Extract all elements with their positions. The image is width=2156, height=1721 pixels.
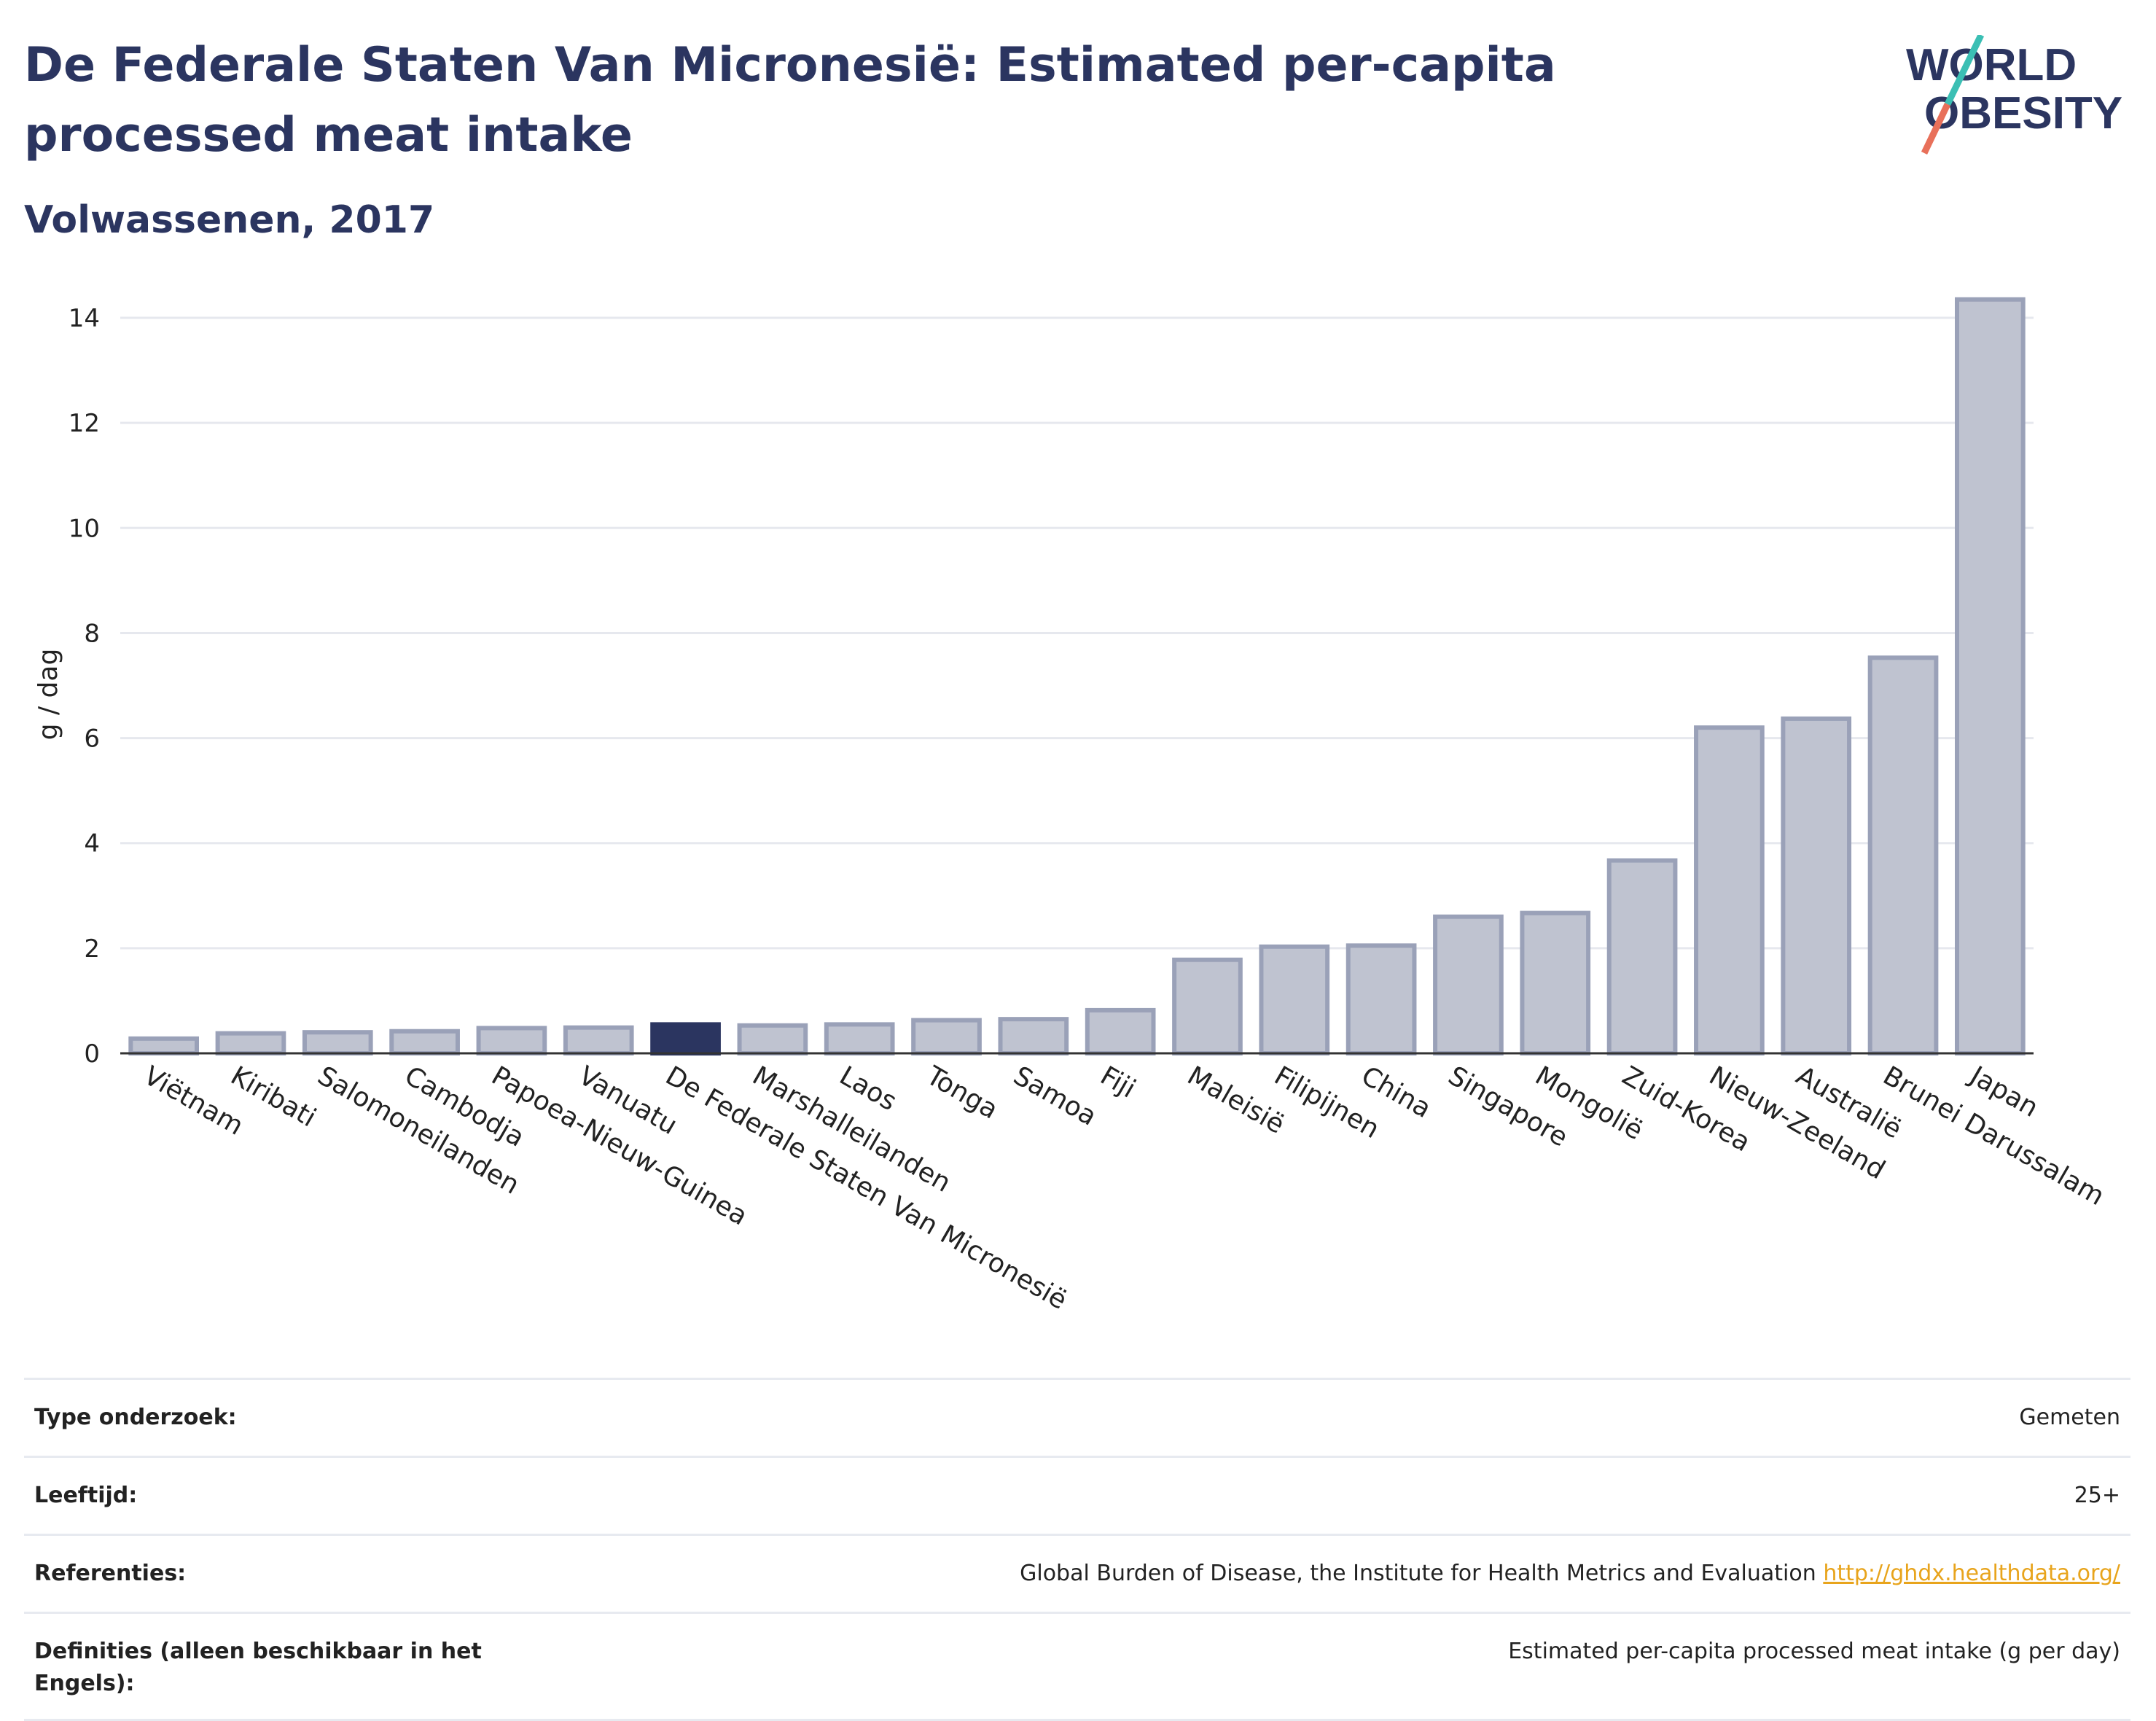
info-table: Type onderzoek: Gemeten Leeftijd: 25+ Re… [24,1378,2130,1721]
info-label: Type onderzoek: [34,1405,237,1430]
x-tick-label: Fiji [1095,1061,1141,1104]
bar [1781,716,1852,1056]
bar [1867,655,1939,1055]
y-tick-label: 0 [84,1039,100,1069]
logo-text-obesity: OBESITY [1924,88,2122,138]
y-tick-label: 4 [84,830,100,859]
bar [1345,943,1417,1055]
info-row-age: Leeftijd: 25+ [24,1456,2130,1534]
bar [1433,914,1504,1055]
y-tick-label: 14 [69,304,100,333]
y-tick-label: 10 [69,514,100,543]
info-row-references: Referenties: Global Burden of Disease, t… [24,1534,2130,1612]
bar [389,1029,460,1056]
info-label: Definities (alleen beschikbaar in het En… [34,1639,482,1696]
bar [650,1022,721,1055]
info-value: Estimated per-capita processed meat inta… [1508,1639,2120,1664]
y-tick-label: 6 [84,725,100,754]
bar [1085,1007,1156,1055]
bar [824,1022,895,1055]
info-value: Gemeten [2019,1405,2120,1430]
info-label: Leeftijd: [34,1483,138,1508]
x-tick-label: Viëtnam [138,1061,248,1142]
bar [1520,910,1591,1055]
x-tick-label: Samoa [1008,1061,1101,1132]
x-tick-label: Tonga [921,1061,1003,1125]
chart-subtitle: Volwassenen, 2017 [24,198,435,242]
bar [1259,944,1330,1056]
bar [1606,858,1678,1055]
x-tick-label: Maleisië [1182,1061,1289,1140]
reference-link[interactable]: http://ghdx.healthdata.org/ [1823,1561,2120,1586]
info-row-survey-type: Type onderzoek: Gemeten [24,1378,2130,1456]
bar [911,1018,982,1056]
bar [1955,297,2026,1056]
logo-slash-bottom [1921,103,1951,155]
bar [563,1025,634,1055]
y-tick-label: 2 [84,934,100,964]
bar [1172,957,1243,1055]
info-value: Global Burden of Disease, the Institute … [1020,1558,2120,1590]
y-tick-label: 8 [84,619,100,648]
bar [215,1031,286,1055]
y-tick-label: 12 [69,409,100,438]
info-row-definitions: Definities (alleen beschikbaar in het En… [24,1612,2130,1721]
world-obesity-logo[interactable]: WORLD OBESITY [1895,35,2128,159]
bar [128,1036,199,1055]
info-label: Referenties: [34,1561,187,1586]
logo-text-world: WORLD [1906,40,2077,90]
bar [737,1023,808,1056]
reference-text: Global Burden of Disease, the Institute … [1020,1561,1816,1586]
bar [1694,725,1765,1055]
y-axis-title: g / dag [34,649,63,741]
chart-title: De Federale Staten Van Micronesië: Estim… [24,38,1556,163]
info-value: 25+ [2074,1483,2120,1508]
bar [998,1017,1069,1055]
logo-slash-top [1944,35,1985,106]
bar [476,1026,547,1055]
bar [302,1030,373,1055]
